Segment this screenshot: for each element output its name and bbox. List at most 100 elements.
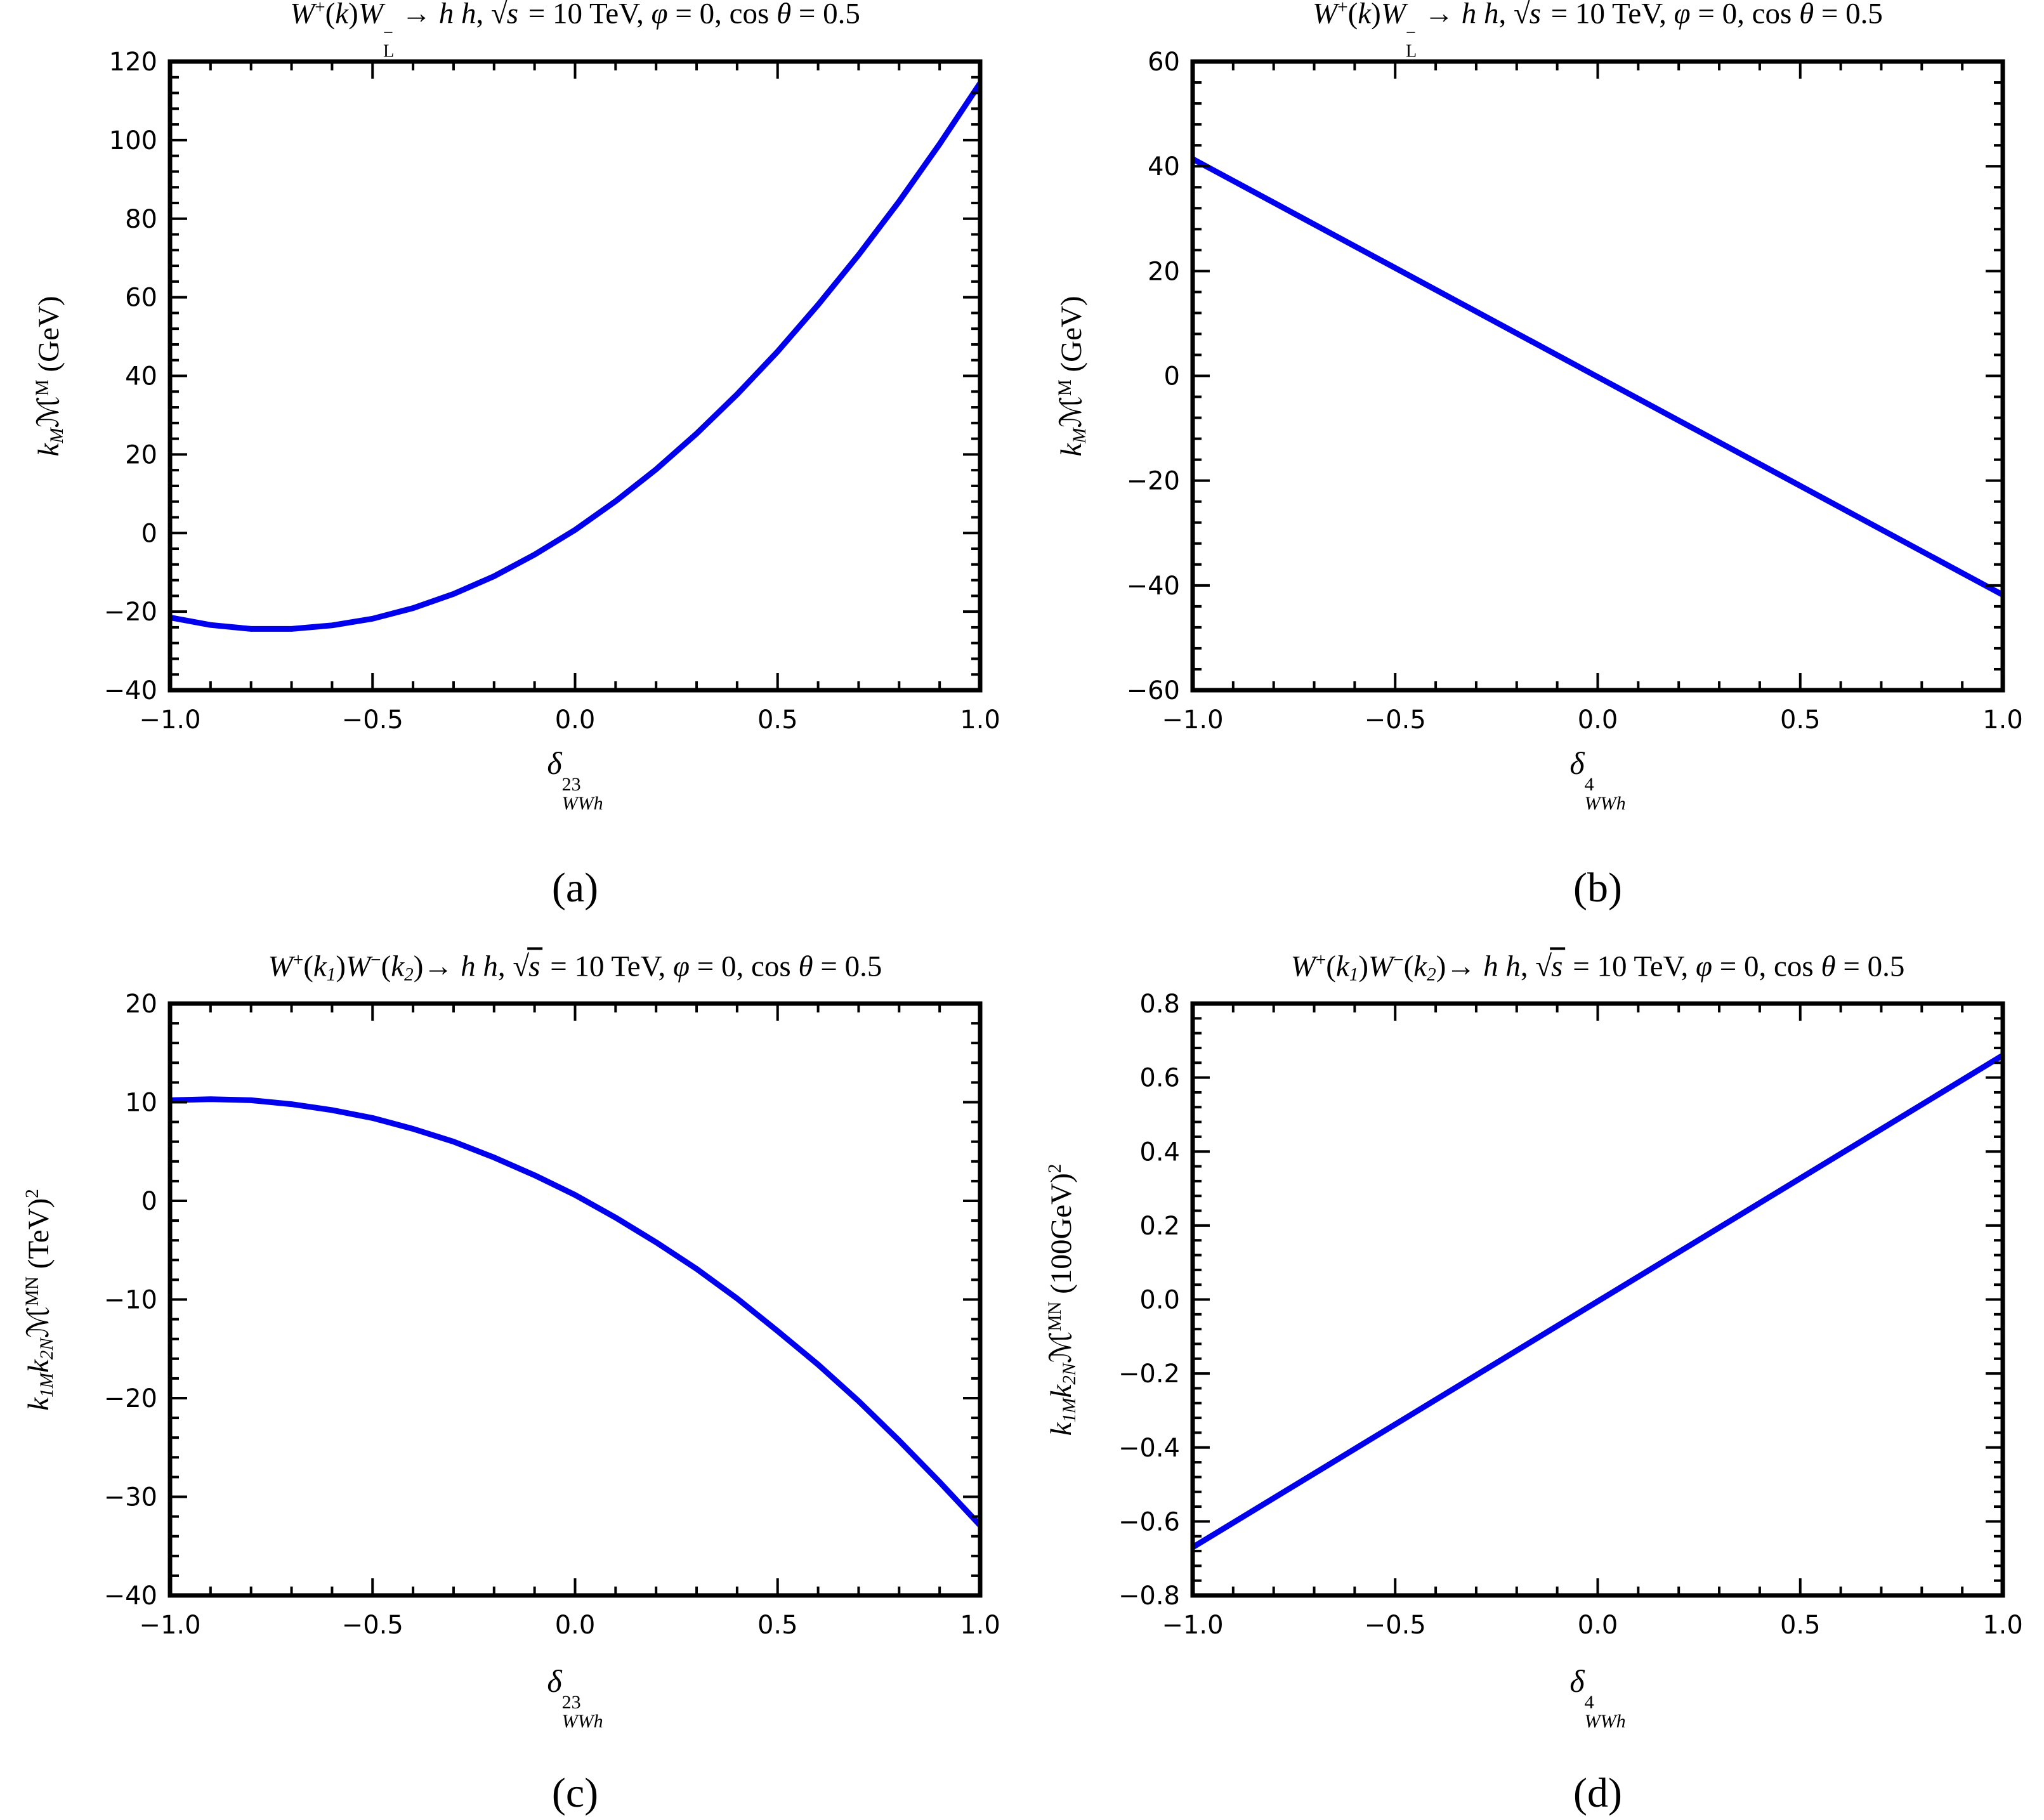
- panel-letter-c: (c): [552, 1769, 598, 1817]
- math-token: = 10 TeV,: [1565, 950, 1696, 983]
- y-tick-label: −40: [1127, 572, 1180, 601]
- math-token: k: [1044, 1422, 1078, 1436]
- math-token: M: [1070, 427, 1091, 443]
- y-tick-label: 60: [125, 284, 157, 313]
- math-token: h h: [1483, 950, 1521, 983]
- x-tick-label: −0.5: [342, 1611, 403, 1640]
- y-tick-label: 0.8: [1139, 990, 1180, 1019]
- math-token: W: [1313, 0, 1338, 30]
- math-token: θ: [1821, 950, 1836, 983]
- math-token: − L: [1405, 23, 1417, 62]
- math-token: ): [348, 0, 358, 30]
- math-token: 23 WWh: [561, 1692, 603, 1732]
- y-axis-label-c: k1Mk2NℳMN (TeV)2: [21, 1189, 58, 1411]
- math-token: ℳ: [1053, 395, 1089, 428]
- math-token: 4 WWh: [1584, 1692, 1626, 1732]
- tick-labels: 60 40 20 0 −20 −40 −60−1.0 −0.5 0.0 0.5 1.0: [1127, 48, 2023, 735]
- x-tick-label: −1.0: [1162, 705, 1223, 735]
- math-token: = 10 TeV,: [542, 950, 674, 983]
- math-token: (: [381, 950, 391, 983]
- math-token: 2: [1044, 1163, 1065, 1173]
- y-tick-label: 120: [109, 48, 157, 77]
- math-token: (TeV): [22, 1198, 55, 1276]
- math-token: √s: [1514, 0, 1544, 30]
- tick-labels: 0.8 0.6 0.4 0.2 0.0 −0.2 −0.4 −0.6 −0.8−1.0 −0.5 0…: [1118, 990, 2023, 1640]
- y-tick-label: 0.4: [1139, 1137, 1180, 1167]
- math-token: k: [1054, 443, 1088, 457]
- math-token: −: [370, 950, 381, 971]
- math-token: →: [394, 0, 439, 30]
- math-token: h h: [461, 950, 498, 983]
- y-tick-label: −0.2: [1118, 1359, 1180, 1389]
- x-tick-label: 1.0: [1982, 705, 2023, 735]
- axes-frame: [167, 1001, 983, 1598]
- math-token: →: [423, 950, 461, 983]
- chart-svg-d: 0.8 0.6 0.4 0.2 0.0 −0.2 −0.4 −0.6 −0.8−1.0 −0.5 0…: [1118, 990, 2023, 1640]
- y-tick-label: −0.6: [1118, 1507, 1180, 1536]
- panel-letter-d: (d): [1573, 1769, 1622, 1817]
- math-token: M: [1054, 379, 1075, 396]
- panel-letter-b: (b): [1573, 864, 1622, 912]
- math-token: +: [1337, 0, 1348, 18]
- math-token: ℳ: [20, 1306, 56, 1338]
- math-token: 2N: [37, 1337, 58, 1359]
- y-tick-label: −20: [104, 598, 157, 627]
- tick-marks: [169, 1002, 981, 1597]
- y-tick-label: −20: [1127, 467, 1180, 496]
- x-tick-label: −0.5: [342, 705, 403, 735]
- math-token: (: [1347, 0, 1358, 30]
- chart-svg-b: 60 40 20 0 −20 −40 −60−1.0 −0.5 0.0 0.5 1.0: [1127, 48, 2023, 735]
- tick-labels: 120 100 80 60 40 20 0 −20 −40−1.0 −0.5 0.0 0.5 1.0: [104, 48, 1000, 735]
- math-token: = 0, cos: [1712, 950, 1821, 983]
- data-curve-c: [170, 1096, 980, 1528]
- math-token: = 0.5: [1835, 950, 1905, 983]
- axes-frame: [167, 59, 983, 693]
- y-tick-label: 0.2: [1139, 1212, 1180, 1241]
- data-curve-b: [1193, 156, 2003, 598]
- math-token: = 0.5: [813, 950, 882, 983]
- x-tick-label: 0.5: [1780, 1611, 1821, 1640]
- math-token: θ: [776, 0, 792, 30]
- chart-svg-c: 20 10 0 −10 −20 −30 −40−1.0 −0.5 0.0 0.5 1.0: [104, 990, 1000, 1640]
- math-token: −: [1393, 950, 1404, 971]
- math-token: = 0.5: [791, 0, 860, 30]
- math-token: W: [1368, 950, 1394, 983]
- math-token: √s: [513, 947, 543, 983]
- math-token: 2N: [1059, 1363, 1080, 1385]
- math-token: (: [1326, 950, 1336, 983]
- x-tick-label: 0.5: [757, 705, 798, 735]
- x-tick-label: −0.5: [1365, 1611, 1426, 1640]
- math-token: φ: [1696, 950, 1713, 983]
- math-token: W: [346, 950, 371, 983]
- tick-marks: [1191, 1002, 2004, 1597]
- math-token: M: [32, 379, 53, 396]
- math-token: k: [32, 443, 65, 457]
- math-token: ,: [476, 0, 491, 30]
- math-token: W: [268, 950, 293, 983]
- math-token: ): [1436, 950, 1446, 983]
- x-tick-label: −1.0: [139, 705, 200, 735]
- math-token: k: [335, 0, 349, 30]
- math-token: 1: [326, 964, 336, 985]
- y-tick-label: 80: [125, 205, 157, 234]
- math-token: ,: [1520, 950, 1536, 983]
- math-token: +: [315, 0, 325, 18]
- math-token: (: [1403, 950, 1414, 983]
- x-tick-label: 0.0: [1578, 705, 1618, 735]
- y-tick-label: −60: [1127, 676, 1180, 705]
- math-token: (: [303, 950, 313, 983]
- math-token: θ: [798, 950, 813, 983]
- math-token: ): [1358, 950, 1369, 983]
- y-axis-label-d: k1Mk2NℳMN (100GeV)2: [1044, 1163, 1080, 1436]
- x-tick-label: 0.0: [1578, 1611, 1618, 1640]
- tick-labels: 20 10 0 −10 −20 −30 −40−1.0 −0.5 0.0 0.5 1.0: [104, 990, 1000, 1640]
- tick-marks: [1191, 60, 2004, 691]
- x-tick-label: 0.0: [555, 705, 596, 735]
- x-tick-label: −1.0: [1162, 1611, 1223, 1640]
- math-token: − L: [383, 23, 395, 62]
- math-token: (b): [1573, 865, 1622, 911]
- panel-d: 0.8 0.6 0.4 0.2 0.0 −0.2 −0.4 −0.6 −0.8 −1.0 −0.5 0…: [1023, 910, 2044, 1820]
- math-token: = 0, cos: [690, 950, 799, 983]
- panel-a: 120 100 80 60 40 20 0 −20 −40 −1.0 −0.5 0.0 0.5 1.0 W+…: [0, 0, 1022, 911]
